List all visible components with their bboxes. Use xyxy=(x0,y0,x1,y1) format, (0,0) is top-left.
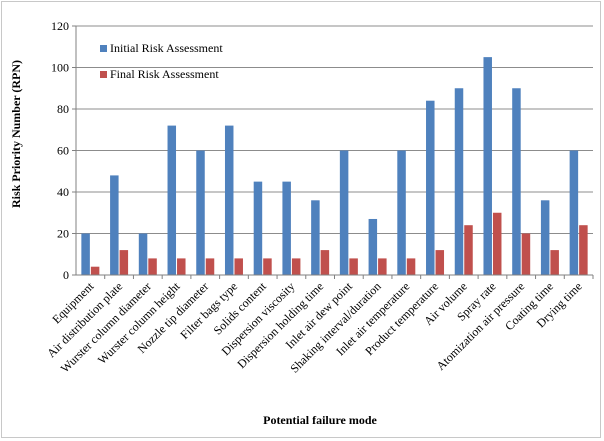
initial-bar-4 xyxy=(196,150,205,275)
y-tick-labels: 0 20 40 60 80 100 120 xyxy=(51,19,69,282)
initial-bar-2 xyxy=(138,233,148,275)
initial-bar-14 xyxy=(483,57,492,275)
legend-label-1: Final Risk Assessment xyxy=(110,67,219,81)
final-bar-6 xyxy=(263,258,272,275)
final-bar-5 xyxy=(234,258,243,275)
legend-label-0: Initial Risk Assessment xyxy=(110,41,223,55)
final-bar-10 xyxy=(378,258,387,275)
y-axis-title: Risk Priority Number (RPN) xyxy=(9,60,23,208)
initial-bar-12 xyxy=(426,100,435,275)
final-bar-14 xyxy=(492,212,502,275)
initial-bar-0 xyxy=(81,233,90,275)
final-bar-3 xyxy=(177,258,186,275)
final-bar-13 xyxy=(464,225,473,275)
y-tick-label: 20 xyxy=(57,227,69,241)
final-bar-4 xyxy=(205,258,215,275)
final-bar-1 xyxy=(119,250,129,275)
y-tick-label: 120 xyxy=(51,19,69,33)
initial-bar-16 xyxy=(540,200,550,275)
initial-bar-15 xyxy=(512,88,521,275)
final-bar-11 xyxy=(406,258,416,275)
final-bar-12 xyxy=(435,250,445,275)
initial-bar-7 xyxy=(282,181,291,275)
bars xyxy=(81,57,588,275)
initial-bar-6 xyxy=(253,181,263,275)
initial-bar-9 xyxy=(339,150,349,275)
legend: Initial Risk Assessment Final Risk Assess… xyxy=(100,41,223,81)
axes xyxy=(72,25,594,279)
final-bar-15 xyxy=(521,233,531,275)
final-bar-7 xyxy=(291,258,301,275)
initial-bar-10 xyxy=(368,218,378,275)
initial-bar-11 xyxy=(397,150,406,275)
initial-bar-17 xyxy=(569,150,579,275)
x-axis-title: Potential failure mode xyxy=(263,413,377,427)
final-bar-2 xyxy=(148,258,157,275)
legend-swatch-0 xyxy=(100,45,107,52)
final-bar-16 xyxy=(550,250,559,275)
initial-bar-8 xyxy=(311,200,320,275)
y-tick-label: 40 xyxy=(57,185,69,199)
y-tick-label: 100 xyxy=(51,61,69,75)
initial-bar-5 xyxy=(224,125,234,275)
final-bar-9 xyxy=(349,258,358,275)
final-bar-8 xyxy=(320,250,330,275)
legend-swatch-1 xyxy=(100,71,107,78)
initial-bar-13 xyxy=(454,88,464,275)
gridlines xyxy=(76,25,593,234)
final-bar-0 xyxy=(90,266,100,275)
initial-bar-3 xyxy=(167,125,177,275)
y-tick-label: 60 xyxy=(57,144,69,158)
y-tick-label: 80 xyxy=(57,102,69,116)
initial-bar-1 xyxy=(110,175,119,275)
final-bar-17 xyxy=(579,225,588,275)
y-tick-label: 0 xyxy=(63,268,69,282)
